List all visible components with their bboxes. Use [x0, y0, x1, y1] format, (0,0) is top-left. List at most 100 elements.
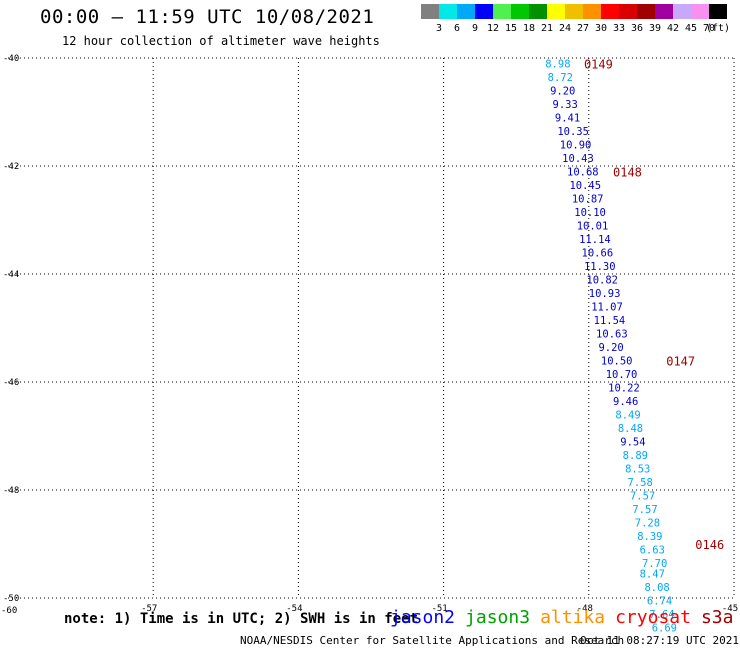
footer-credit: NOAA/NESDIS Center for Satellite Applica… — [240, 634, 625, 647]
wave-height-label: 10.01 — [577, 220, 609, 232]
wave-height-label: 9.20 — [598, 342, 623, 354]
wave-height-label: 10.82 — [586, 274, 618, 286]
legend-swatch — [457, 4, 475, 19]
legend-swatch — [619, 4, 637, 19]
wave-height-label: 7.70 — [642, 558, 667, 570]
lat-tick-label: -44 — [3, 270, 19, 280]
track-id-label: 0146 — [695, 538, 724, 552]
legend-label: 9 — [471, 23, 479, 34]
satellite-name: altika — [540, 607, 606, 628]
wave-height-label: 6.74 — [647, 596, 672, 608]
wave-height-label: 10.93 — [589, 288, 621, 300]
wave-height-label: 11.54 — [594, 315, 626, 327]
wave-height-label: 10.63 — [596, 328, 628, 340]
legend-label: 15 — [504, 23, 518, 34]
wave-height-label: 6.63 — [640, 544, 665, 556]
wave-height-label: 8.49 — [615, 409, 640, 421]
legend-label: 18 — [522, 23, 536, 34]
lat-tick-label: -42 — [3, 162, 19, 172]
footer-timestamp: Oct 11 08:27:19 UTC 2021 — [580, 634, 739, 647]
wave-height-label: 7.64 — [649, 609, 674, 621]
wave-height-label: 10.90 — [560, 139, 592, 151]
legend-swatch — [709, 4, 727, 19]
track-id-label: 0148 — [613, 165, 642, 179]
legend-swatch — [547, 4, 565, 19]
wave-height-label: 9.41 — [555, 112, 580, 124]
wave-height-label: 10.22 — [608, 382, 640, 394]
wave-height-label: 10.68 — [567, 166, 599, 178]
lat-tick-label: -40 — [3, 54, 19, 64]
wave-height-label: 6.69 — [652, 623, 677, 635]
satellite-name: cryosat — [615, 607, 691, 628]
wave-height-label: 10.66 — [582, 247, 614, 259]
lat-tick-label: -46 — [3, 378, 19, 388]
lat-tick-label: -50 — [3, 594, 19, 604]
legend-label: 24 — [558, 23, 572, 34]
legend-label: 12 — [486, 23, 500, 34]
wave-height-label: 8.53 — [625, 463, 650, 475]
legend-label: 45 — [684, 23, 698, 34]
legend-label: 36 — [630, 23, 644, 34]
wave-height-label: 11.14 — [579, 234, 611, 246]
legend-swatch — [673, 4, 691, 19]
legend-label: 33 — [612, 23, 626, 34]
legend-swatch — [583, 4, 601, 19]
wave-height-label: 8.72 — [548, 72, 573, 84]
wave-height-label: 7.28 — [635, 517, 660, 529]
legend-label: 21 — [540, 23, 554, 34]
wave-height-label: 10.70 — [606, 369, 638, 381]
satellite-name: s3a — [700, 607, 734, 628]
lon-tick-label: -57 — [141, 604, 157, 614]
footer-note: note: 1) Time is in UTC; 2) SWH is in fe… — [64, 611, 419, 627]
legend-label: 42 — [666, 23, 680, 34]
wave-height-label: 10.45 — [569, 180, 601, 192]
wave-height-label: 11.07 — [591, 301, 623, 313]
legend-swatch — [529, 4, 547, 19]
wave-height-label: 9.46 — [613, 396, 638, 408]
legend-swatch — [475, 4, 493, 19]
track-id-label: 0147 — [666, 354, 695, 368]
wave-height-label: 8.47 — [640, 569, 665, 581]
wave-height-label: 8.48 — [618, 423, 643, 435]
legend-label: 70 — [702, 23, 716, 34]
satellite-name: jason3 — [465, 607, 531, 628]
wave-height-label: 10.35 — [557, 126, 589, 138]
corner-label: -60 — [1, 606, 17, 616]
legend-label: 30 — [594, 23, 608, 34]
legend-swatch — [565, 4, 583, 19]
wave-height-label: 10.87 — [572, 193, 604, 205]
wave-height-label: 9.20 — [550, 85, 575, 97]
lon-tick-label: -48 — [577, 604, 593, 614]
legend-label: 6 — [453, 23, 461, 34]
page-subtitle: 12 hour collection of altimeter wave hei… — [62, 34, 380, 48]
lon-tick-label: -45 — [722, 604, 738, 614]
legend-swatch — [493, 4, 511, 19]
satellite-name: jason2 — [390, 607, 456, 628]
observation-labels: 8.988.729.209.339.4110.3510.9010.4310.68… — [545, 58, 677, 634]
wave-height-label: 10.10 — [574, 207, 606, 219]
map-grid — [8, 57, 735, 599]
wave-height-label: 8.89 — [623, 450, 648, 462]
map-tick-labels: -57 -54 -51 -48 -45 -40 -42 -44 -46 -48 -50 -60 — [1, 54, 738, 616]
track-labels: 0149 0148 0147 0146 — [584, 57, 724, 552]
wave-height-label: 8.39 — [637, 531, 662, 543]
wave-height-label: 8.08 — [644, 582, 669, 594]
legend-label: 3 — [435, 23, 443, 34]
legend-swatch — [655, 4, 673, 19]
legend-swatch — [601, 4, 619, 19]
satellite-legend: jason2 jason3 altika cryosat s3a — [390, 607, 740, 628]
wave-height-label: 7.58 — [628, 477, 653, 489]
lat-tick-label: -48 — [3, 486, 19, 496]
wave-height-label: 11.30 — [584, 261, 616, 273]
wave-height-label: 8.98 — [545, 58, 570, 70]
page-title: 00:00 – 11:59 UTC 10/08/2021 — [40, 6, 375, 28]
legend-swatch — [511, 4, 529, 19]
wave-height-label: 9.33 — [553, 99, 578, 111]
wave-height-label: 10.43 — [562, 153, 594, 165]
wave-height-label: 9.54 — [620, 436, 645, 448]
wave-height-label: 10.50 — [601, 355, 633, 367]
wave-height-label: 7.57 — [630, 490, 655, 502]
track-id-label: 0149 — [584, 57, 613, 71]
legend-label: 39 — [648, 23, 662, 34]
